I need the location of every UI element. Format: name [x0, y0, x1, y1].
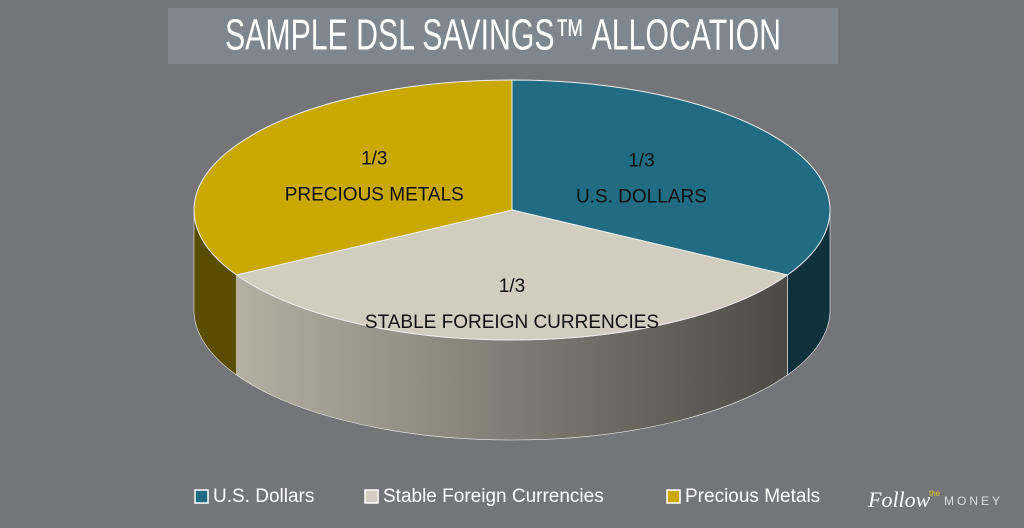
slice: [511, 79, 831, 276]
logo-word: the: [929, 489, 941, 498]
slice-label: PRECIOUS METALS: [285, 185, 464, 206]
value-label: 1/3: [628, 150, 654, 171]
slice: [193, 79, 513, 276]
chart-title: SAMPLE DSL SAVINGS™ ALLOCATION: [225, 11, 781, 60]
legend-label: Precious Metals: [685, 486, 820, 507]
slice: [235, 209, 789, 341]
slice-label: STABLE FOREIGN CURRENCIES: [365, 312, 659, 333]
slice-label: U.S. DOLLARS: [576, 186, 707, 207]
legend-label: U.S. Dollars: [213, 486, 314, 507]
value-label: 1/3: [499, 276, 525, 297]
title-bar: [168, 8, 838, 64]
legend-label: Stable Foreign Currencies: [383, 486, 604, 507]
logo-word: MONEY: [944, 494, 1003, 508]
legend-swatch: [194, 489, 209, 504]
value-label: 1/3: [361, 149, 387, 170]
legend-swatch: [364, 489, 379, 504]
logo-word: Follow: [867, 487, 931, 512]
logo: Follow the MONEY: [867, 487, 1003, 512]
legend-swatch: [666, 489, 681, 504]
